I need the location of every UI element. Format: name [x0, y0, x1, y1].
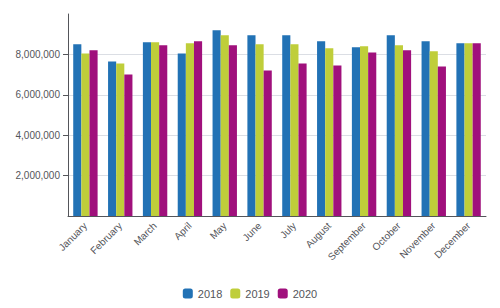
svg-text:2019: 2019: [245, 288, 269, 300]
svg-text:4,000,000: 4,000,000: [16, 130, 61, 141]
svg-text:August: August: [303, 220, 333, 250]
svg-text:April: April: [172, 220, 194, 242]
svg-text:June: June: [240, 220, 263, 243]
svg-text:February: February: [88, 220, 124, 256]
svg-text:December: December: [432, 220, 473, 261]
svg-text:May: May: [208, 220, 229, 241]
svg-text:2,000,000: 2,000,000: [16, 170, 61, 181]
svg-text:March: March: [132, 220, 159, 247]
svg-text:8,000,000: 8,000,000: [16, 49, 61, 60]
svg-text:2018: 2018: [198, 288, 222, 300]
svg-text:January: January: [56, 220, 89, 253]
svg-text:2020: 2020: [293, 288, 317, 300]
svg-text:6,000,000: 6,000,000: [16, 89, 61, 100]
svg-text:November: November: [397, 220, 438, 261]
svg-text:July: July: [278, 220, 298, 240]
svg-text:September: September: [326, 220, 369, 263]
svg-text:October: October: [370, 220, 403, 253]
